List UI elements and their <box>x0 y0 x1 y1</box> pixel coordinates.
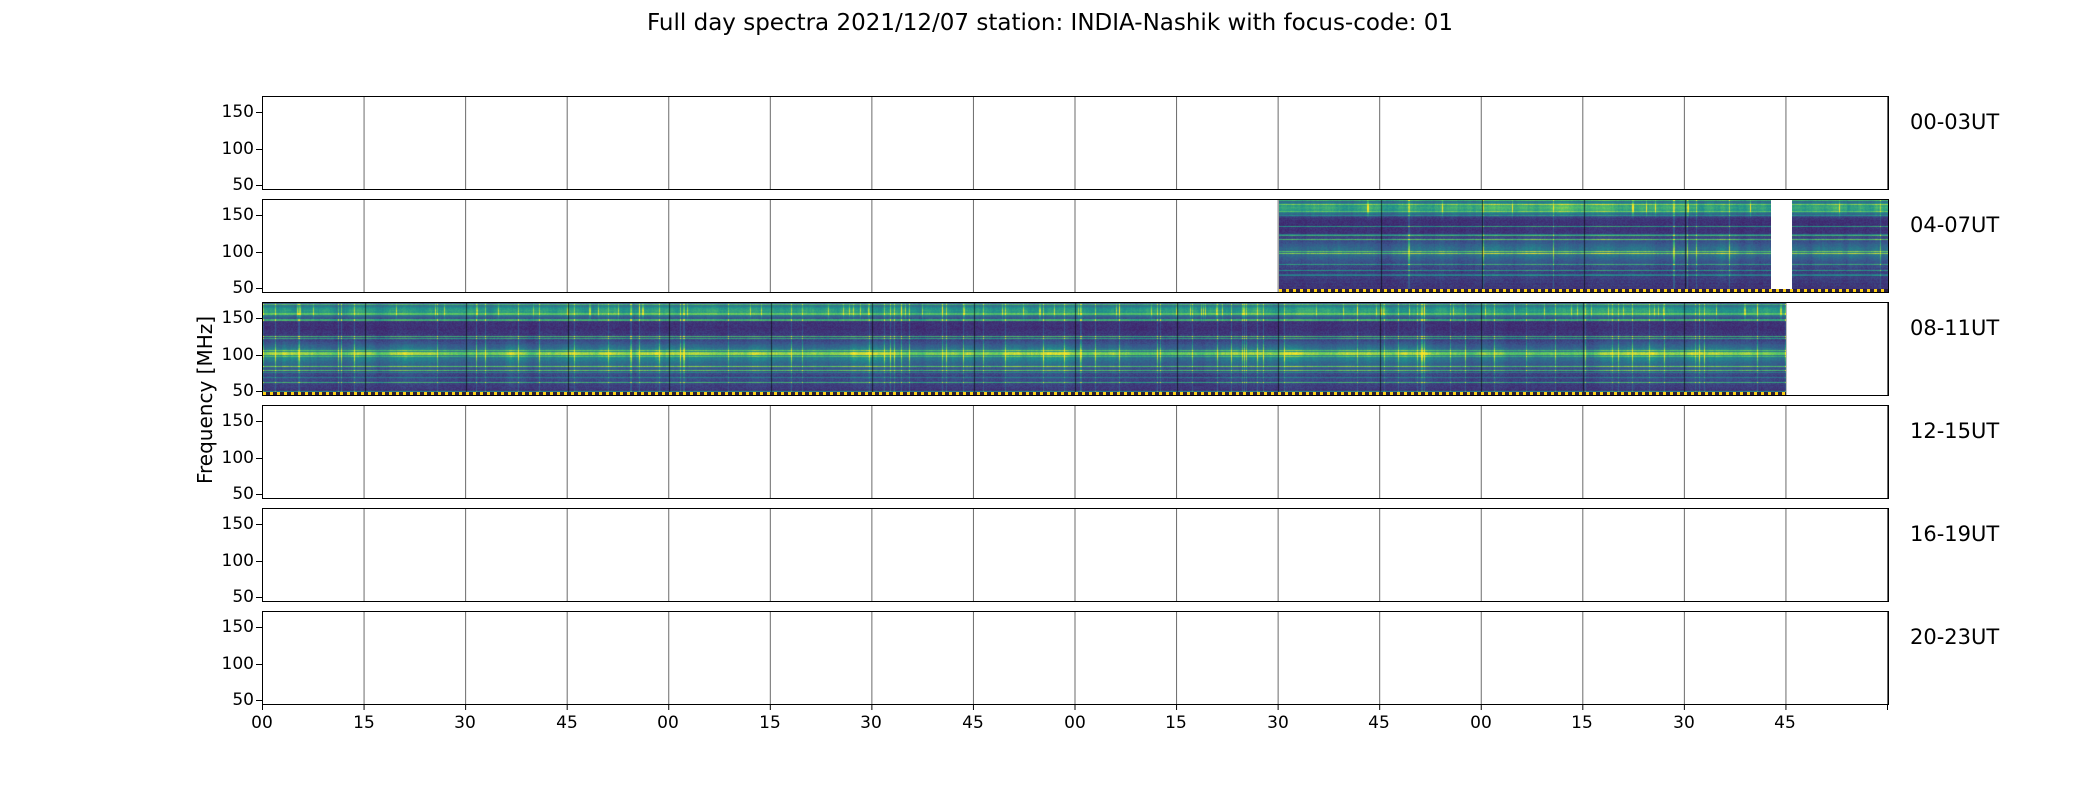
spectrogram-canvas <box>263 303 1787 395</box>
panel-row-04-07ut: 150 100 50 04-07UT <box>222 199 1999 298</box>
x-tick-label: 30 <box>454 713 476 733</box>
x-tick-label: 00 <box>1470 713 1492 733</box>
x-tick-label: 15 <box>1571 713 1593 733</box>
y-tick-label: 100 <box>221 242 254 262</box>
spectra-panel <box>262 405 1889 499</box>
x-tick-label: 30 <box>860 713 882 733</box>
y-axis-tick <box>256 494 262 495</box>
y-tick-label: 100 <box>221 139 254 159</box>
x-tick-label: 30 <box>1267 713 1289 733</box>
y-tick-label: 150 <box>221 514 254 534</box>
y-axis-tick <box>256 288 262 289</box>
panel-time-label: 12-15UT <box>1910 419 2000 443</box>
panel-row-20-23ut: 150 100 50 20-23UT <box>222 611 1999 710</box>
spectra-panel <box>262 199 1889 293</box>
y-tick-label: 150 <box>221 102 254 122</box>
x-axis-ticks <box>262 705 1889 710</box>
spectra-panel <box>262 96 1889 190</box>
y-tick-label: 50 <box>232 484 254 504</box>
spectra-panel <box>262 611 1889 705</box>
y-tick-label: 50 <box>232 690 254 710</box>
x-tick-label: 15 <box>759 713 781 733</box>
y-axis-tick <box>256 391 262 392</box>
y-tick-label: 150 <box>221 617 254 637</box>
spectrogram-region <box>1278 200 1888 292</box>
y-axis-tick <box>256 458 262 459</box>
x-tick-label: 15 <box>1165 713 1187 733</box>
x-tick-label: 45 <box>1368 713 1390 733</box>
y-tick-label: 150 <box>221 411 254 431</box>
y-tick-label: 100 <box>221 345 254 365</box>
panel-time-label: 04-07UT <box>1910 213 2000 237</box>
spectra-panel <box>262 508 1889 602</box>
spectrogram-canvas <box>1278 200 1888 292</box>
y-axis-tick <box>256 561 262 562</box>
y-axis-label: Frequency [MHz] <box>193 315 217 485</box>
x-tick-label: 45 <box>962 713 984 733</box>
y-axis-tick <box>256 185 262 186</box>
y-tick-label: 50 <box>232 587 254 607</box>
y-tick-label: 150 <box>221 205 254 225</box>
y-tick-label: 150 <box>221 308 254 328</box>
panel-time-label: 20-23UT <box>1910 625 2000 649</box>
panel-time-label: 00-03UT <box>1910 110 2000 134</box>
x-tick-label: 45 <box>1774 713 1796 733</box>
y-axis-tick <box>256 215 262 216</box>
y-axis-tick <box>256 149 262 150</box>
y-axis-tick <box>256 524 262 525</box>
y-tick-label: 50 <box>232 175 254 195</box>
y-axis-tick <box>256 627 262 628</box>
y-axis-tick <box>256 112 262 113</box>
panel-row-00-03ut: 150 100 50 00-03UT <box>222 96 1999 195</box>
y-tick-label: 50 <box>232 381 254 401</box>
panel-time-label: 08-11UT <box>1910 316 2000 340</box>
y-tick-label: 100 <box>221 448 254 468</box>
x-tick-label: 00 <box>657 713 679 733</box>
x-tick-label: 00 <box>251 713 273 733</box>
panel-row-12-15ut: 150 100 50 12-15UT <box>222 405 1999 504</box>
y-axis-tick <box>256 252 262 253</box>
panel-row-08-11ut: 150 100 50 08-11UT <box>222 302 1999 401</box>
panel-row-16-19ut: 150 100 50 16-19UT <box>222 508 1999 607</box>
y-axis-tick <box>256 318 262 319</box>
x-tick-label: 45 <box>556 713 578 733</box>
y-tick-label: 100 <box>221 654 254 674</box>
dotted-baseline <box>1278 289 1888 292</box>
x-tick-label: 30 <box>1673 713 1695 733</box>
spectra-panel <box>262 302 1889 396</box>
data-gap <box>1771 200 1793 292</box>
y-axis-tick <box>256 700 262 701</box>
x-tick-label: 15 <box>353 713 375 733</box>
y-axis-tick <box>256 664 262 665</box>
x-tick-label: 00 <box>1064 713 1086 733</box>
y-axis-tick <box>256 597 262 598</box>
chart-title: Full day spectra 2021/12/07 station: IND… <box>646 10 1454 36</box>
spectrogram-region <box>263 303 1787 395</box>
dotted-baseline <box>263 392 1787 395</box>
panel-time-label: 16-19UT <box>1910 522 2000 546</box>
y-tick-label: 100 <box>221 551 254 571</box>
y-axis-tick <box>256 355 262 356</box>
y-tick-label: 50 <box>232 278 254 298</box>
y-axis-tick <box>256 421 262 422</box>
